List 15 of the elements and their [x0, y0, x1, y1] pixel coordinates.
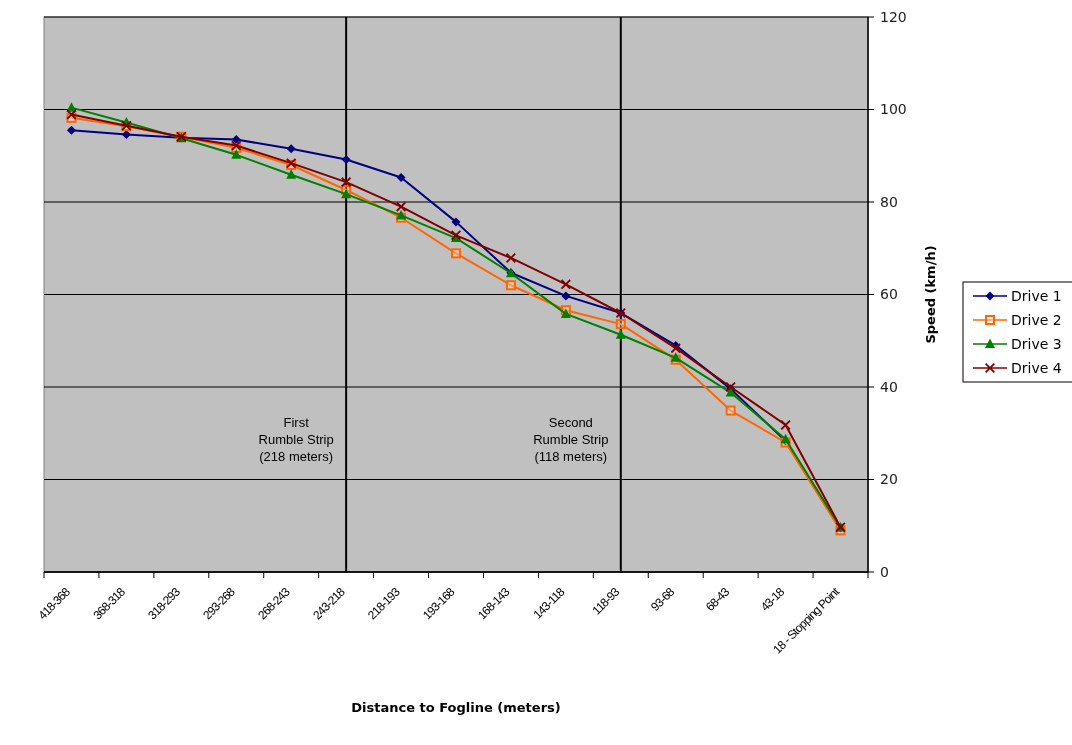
legend-label: Drive 1 [1011, 287, 1062, 304]
x-axis-title: Distance to Fogline (meters) [351, 700, 561, 715]
legend-label: Drive 3 [1011, 335, 1062, 352]
y-tick-label: 60 [880, 286, 898, 303]
legend-label: Drive 4 [1011, 359, 1062, 376]
ref-line-label: Second Rumble Strip (118 meters) [533, 415, 609, 464]
y-tick-label: 100 [880, 101, 907, 118]
y-tick-label: 120 [880, 8, 907, 25]
y-tick-label: 80 [880, 193, 898, 210]
y-tick-label: 0 [880, 563, 889, 580]
y-axis-title: Speed (km/h) [923, 245, 938, 344]
ref-line-label: First Rumble Strip (218 meters) [258, 415, 334, 464]
y-tick-label: 40 [880, 378, 898, 395]
y-tick-label: 20 [880, 471, 898, 488]
legend-label: Drive 2 [1011, 311, 1062, 328]
